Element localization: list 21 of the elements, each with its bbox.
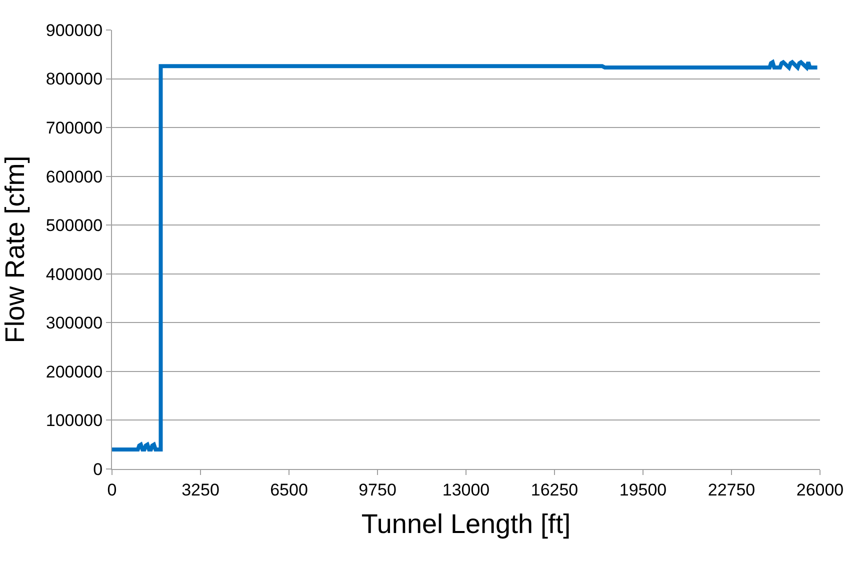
y-tick-label: 0: [93, 460, 103, 479]
x-tick-label: 3250: [182, 480, 220, 500]
y-tick-label: 400000: [46, 264, 103, 284]
x-tick-label: 26000: [796, 480, 844, 500]
y-tick-label: 900000: [46, 20, 103, 40]
y-tick-label: 600000: [46, 167, 103, 186]
y-tick-label: 100000: [46, 411, 103, 430]
x-tick-label: 0: [107, 480, 117, 500]
x-tick-label: 19500: [619, 480, 667, 500]
x-tick-label: 9750: [358, 480, 396, 500]
y-axis-title: Flow Rate [cfm]: [0, 156, 30, 344]
x-tick-label: 6500: [270, 480, 308, 500]
x-tick-label: 13000: [442, 480, 490, 500]
y-tick-label: 800000: [46, 70, 103, 89]
y-tick-label: 500000: [46, 216, 103, 236]
x-axis-title: Tunnel Length [ft]: [361, 508, 571, 539]
y-tick-label: 300000: [46, 314, 103, 333]
x-tick-label: 16250: [530, 480, 578, 500]
y-tick-label: 700000: [46, 118, 103, 138]
x-tick-label: 22750: [708, 480, 756, 500]
y-tick-label: 200000: [46, 362, 103, 382]
